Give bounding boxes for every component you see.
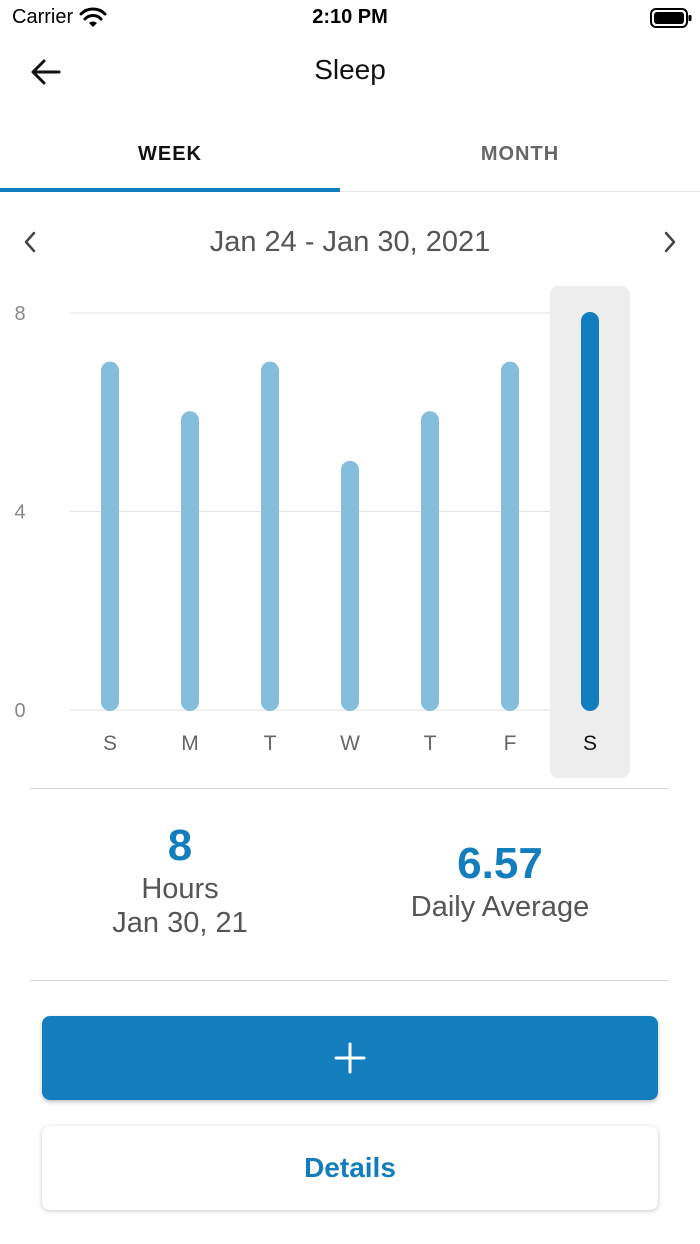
navigation-bar: Sleep [0, 40, 700, 104]
selected-hours-value: 8 [167, 821, 193, 870]
selected-hours-unit: Hours [141, 873, 219, 905]
x-tick-label: F [504, 732, 517, 755]
sleep-summary: 8 Hours Jan 30, 21 6.57 Daily Average [0, 810, 700, 970]
sleep-chart: 0 4 8 S M T W T F S [0, 280, 700, 790]
status-bar: Carrier 2:10 PM [0, 0, 700, 36]
y-tick-label: 8 [14, 303, 25, 325]
carrier-name: Carrier [12, 6, 74, 28]
chevron-left-icon [24, 231, 36, 253]
plus-icon [334, 1042, 366, 1074]
divider [30, 980, 670, 981]
x-tick-label: S [103, 732, 117, 755]
divider [30, 788, 670, 789]
x-tick-label: T [424, 732, 437, 755]
daily-average-label: Daily Average [410, 891, 590, 923]
y-tick-label: 0 [14, 700, 25, 722]
carrier-info: Carrier [12, 6, 107, 29]
selected-date: Jan 30, 21 [112, 907, 248, 939]
date-range-label: Jan 24 - Jan 30, 2021 [209, 226, 491, 258]
daily-average-value: 6.57 [457, 839, 543, 888]
tab-week[interactable]: WEEK [0, 118, 340, 192]
add-sleep-button[interactable] [42, 1016, 658, 1100]
average-summary: 6.57 Daily Average [370, 838, 630, 924]
chevron-right-icon [664, 231, 676, 253]
selected-day-summary: 8 Hours Jan 30, 21 [60, 820, 300, 940]
previous-week-button[interactable] [10, 222, 50, 262]
back-button[interactable] [26, 52, 66, 92]
details-button[interactable]: Details [42, 1126, 658, 1210]
period-tabs: WEEK MONTH [0, 118, 700, 192]
y-tick-label: 4 [14, 502, 25, 524]
tab-month[interactable]: MONTH [480, 142, 560, 165]
sleep-bar-chart: 0 4 8 S M T W T F S [14, 286, 630, 778]
battery-icon [650, 8, 692, 28]
date-range-selector: Jan 24 - Jan 30, 2021 [0, 218, 700, 268]
page-title: Sleep [314, 54, 386, 85]
x-tick-label: S [583, 732, 597, 755]
next-week-button[interactable] [650, 222, 690, 262]
x-tick-label: M [181, 732, 199, 755]
x-tick-label: T [264, 732, 277, 755]
arrow-left-icon [31, 59, 61, 85]
status-time: 2:10 PM [312, 6, 388, 28]
x-tick-label: W [340, 732, 360, 755]
wifi-icon [79, 7, 107, 27]
